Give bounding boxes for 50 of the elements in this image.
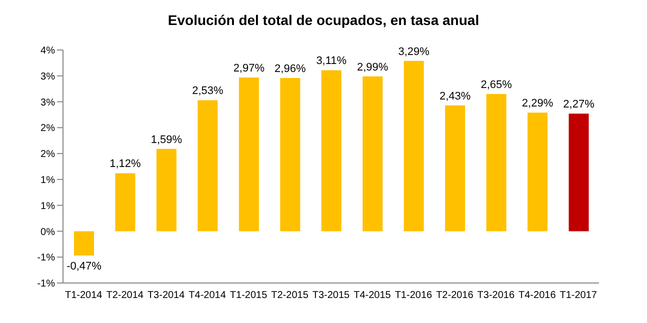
data-label: 2,96% <box>274 62 306 75</box>
x-tick-label: T4-2015 <box>354 290 392 302</box>
y-tick-label: 0% <box>40 226 56 238</box>
x-tick-label: T2-2015 <box>271 290 309 302</box>
bar <box>568 114 589 232</box>
chart-title: Evolución del total de ocupados, en tasa anual <box>166 12 480 30</box>
x-tick-label: T4-2016 <box>518 290 556 302</box>
y-tick-label: 3% <box>40 97 56 108</box>
bar <box>115 173 136 232</box>
data-label: 2,65% <box>480 79 512 92</box>
y-tick-label: 2% <box>40 123 56 134</box>
bar <box>74 231 94 256</box>
x-tick-label: T3-2015 <box>312 290 350 302</box>
data-label: 2,43% <box>439 90 471 102</box>
x-tick-label: T1-2017 <box>560 290 598 302</box>
bar <box>404 60 424 232</box>
bar <box>486 94 506 232</box>
data-label: 1,12% <box>110 158 142 170</box>
x-tick-label: T1-2015 <box>230 290 268 302</box>
x-tick-label: T3-2014 <box>147 290 186 302</box>
bar <box>238 77 259 232</box>
x-tick-label: T1-2014 <box>64 290 103 302</box>
bar <box>156 148 176 232</box>
data-label: 1,59% <box>150 134 182 146</box>
x-tick-label: T1-2016 <box>394 290 433 302</box>
data-label: 3,11% <box>316 55 347 68</box>
x-tick-label: T3-2016 <box>477 290 515 302</box>
data-label: 2,53% <box>192 85 224 98</box>
bar <box>362 76 383 232</box>
data-label: 2,99% <box>357 61 388 74</box>
y-tick-label: -1% <box>37 278 56 290</box>
data-label: 2,97% <box>233 62 265 74</box>
bar <box>528 112 548 232</box>
y-tick-label: 1% <box>40 174 56 186</box>
y-tick-label: 4% <box>40 46 56 57</box>
bar <box>321 70 342 232</box>
y-tick-label: 3% <box>40 71 56 82</box>
x-tick-label: T2-2014 <box>106 290 144 302</box>
data-label: 3,29% <box>398 46 430 58</box>
x-tick-label: T4-2014 <box>188 290 226 302</box>
y-tick-label: 2% <box>40 149 56 160</box>
y-tick-label: -1% <box>37 252 56 264</box>
data-label: 2,29% <box>522 98 554 110</box>
bar <box>280 78 300 232</box>
data-label: 2,27% <box>563 98 595 111</box>
bar <box>445 105 466 232</box>
y-tick-label: 1% <box>40 200 56 212</box>
bar <box>198 100 218 232</box>
data-label: -0,47% <box>66 260 102 273</box>
x-tick-label: T2-2016 <box>436 290 474 302</box>
